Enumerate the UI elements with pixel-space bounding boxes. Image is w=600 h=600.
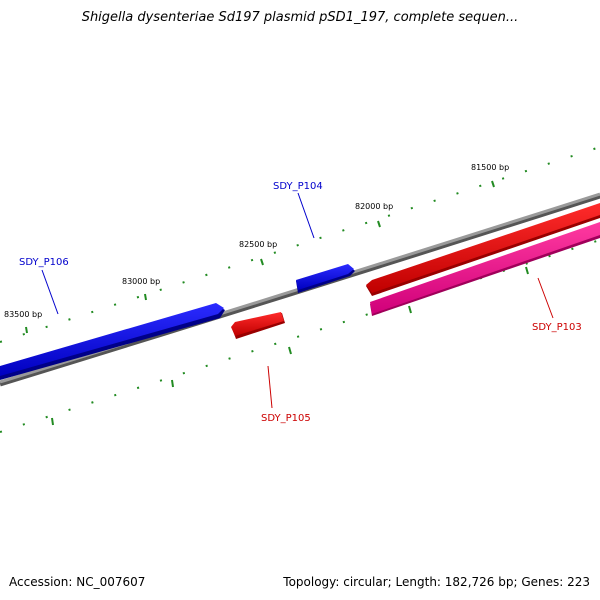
ruler-label: 83500 bp (4, 310, 42, 319)
gene-label-leader (297, 192, 315, 239)
gene-arrow (231, 312, 284, 336)
ruler-label: 81500 bp (471, 163, 509, 172)
inner-ruler-major-tick (525, 266, 529, 275)
inner-ruler-major-tick (51, 417, 54, 426)
gene-red-right[interactable] (366, 203, 600, 296)
gene-arrow (296, 264, 354, 290)
ruler-label: 82500 bp (239, 240, 277, 249)
outer-ruler-major-tick (491, 180, 495, 188)
ruler-label: 83000 bp (122, 277, 160, 286)
outer-ruler-major-tick (144, 293, 147, 301)
gene-sdy-p106[interactable] (0, 303, 225, 380)
gene-label-leader (537, 277, 554, 319)
inner-ruler-major-tick (408, 305, 412, 314)
gene-sdy-p105[interactable] (231, 312, 285, 339)
gene-label-sdy-p105: SDY_P105 (261, 413, 311, 424)
outer-ruler (0, 146, 600, 343)
gene-sdy-p104[interactable] (296, 264, 355, 293)
inner-ruler (0, 239, 600, 433)
outer-ruler-major-tick (377, 220, 381, 228)
ruler-label: 82000 bp (355, 202, 393, 211)
gene-arrow (0, 303, 224, 376)
outer-ruler-major-tick (25, 326, 28, 334)
accession-text: Accession: NC_007607 (9, 575, 146, 589)
map-title: Shigella dysenteriae Sd197 plasmid pSD1_… (81, 10, 519, 25)
gene-label-leader (267, 365, 273, 409)
backbone-shadow (0, 193, 600, 387)
gene-arrow (366, 203, 600, 293)
inner-ruler-dots (0, 239, 600, 433)
summary-text: Topology: circular; Length: 182,726 bp; … (283, 575, 590, 589)
gene-label-sdy-p104: SDY_P104 (273, 181, 323, 192)
gene-arrow (370, 222, 600, 314)
gene-label-leader (41, 269, 59, 315)
inner-ruler-major-tick (171, 379, 174, 388)
outer-ruler-major-tick (260, 258, 264, 266)
gene-sdy-p103[interactable] (370, 222, 600, 316)
gene-label-sdy-p106: SDY_P106 (19, 257, 69, 268)
inner-ruler-major-tick (288, 346, 292, 355)
gene-label-sdy-p103: SDY_P103 (532, 322, 582, 333)
